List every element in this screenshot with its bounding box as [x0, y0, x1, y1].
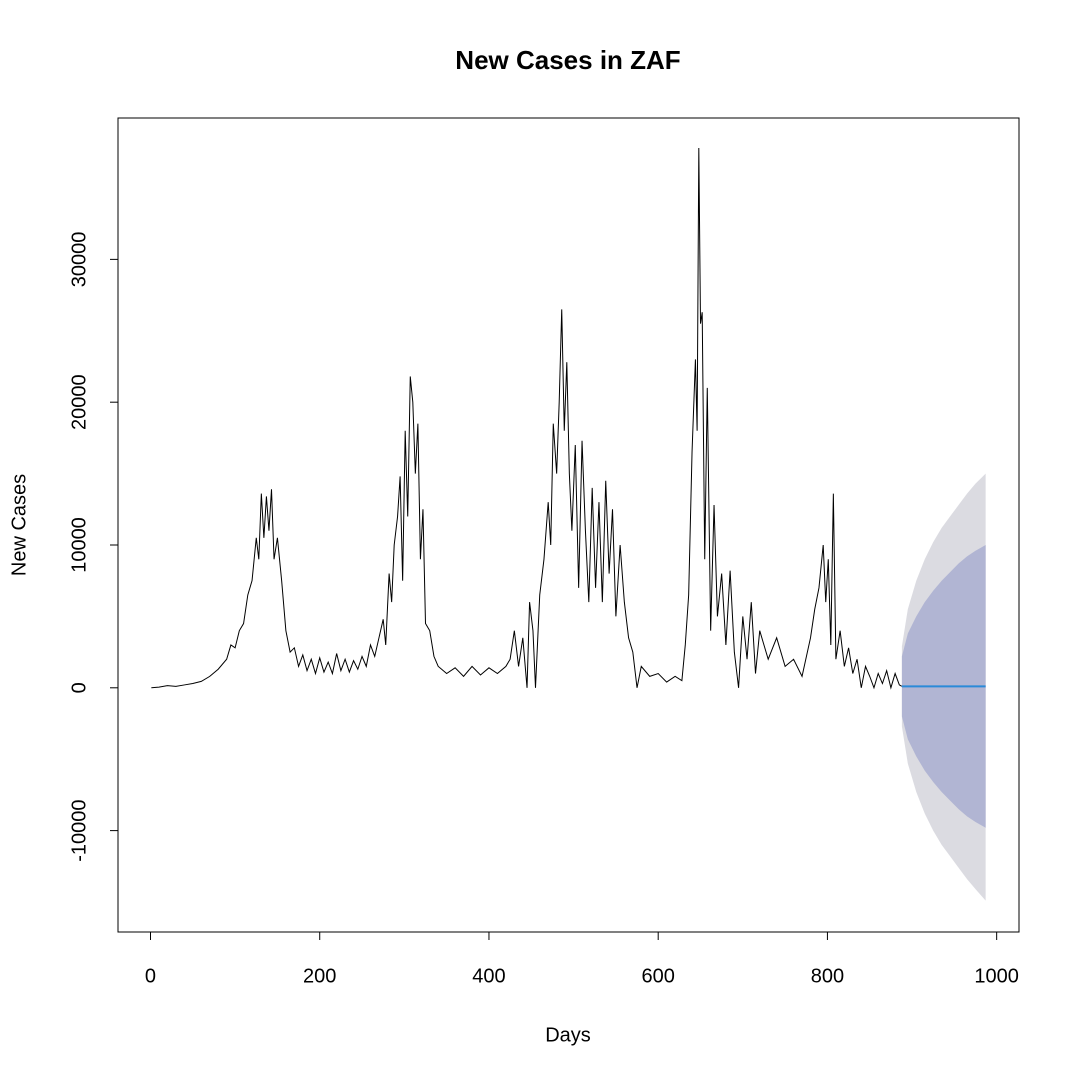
- y-tick-label: 20000: [68, 374, 90, 430]
- x-tick-label: 0: [145, 965, 156, 987]
- x-tick-label: 400: [472, 965, 505, 987]
- y-axis-label: New Cases: [8, 474, 30, 576]
- y-tick-label: 30000: [68, 232, 90, 288]
- chart-title: New Cases in ZAF: [455, 45, 680, 75]
- y-tick-label: -10000: [68, 799, 90, 861]
- x-axis-label: Days: [545, 1024, 591, 1046]
- x-tick-label: 1000: [974, 965, 1019, 987]
- data-line: [151, 147, 903, 690]
- y-tick-label: 10000: [68, 517, 90, 573]
- y-tick-label: 0: [68, 682, 90, 693]
- x-tick-label: 800: [811, 965, 844, 987]
- plot-frame: [117, 117, 1020, 933]
- x-tick-label: 600: [642, 965, 675, 987]
- x-tick-label: 200: [303, 965, 336, 987]
